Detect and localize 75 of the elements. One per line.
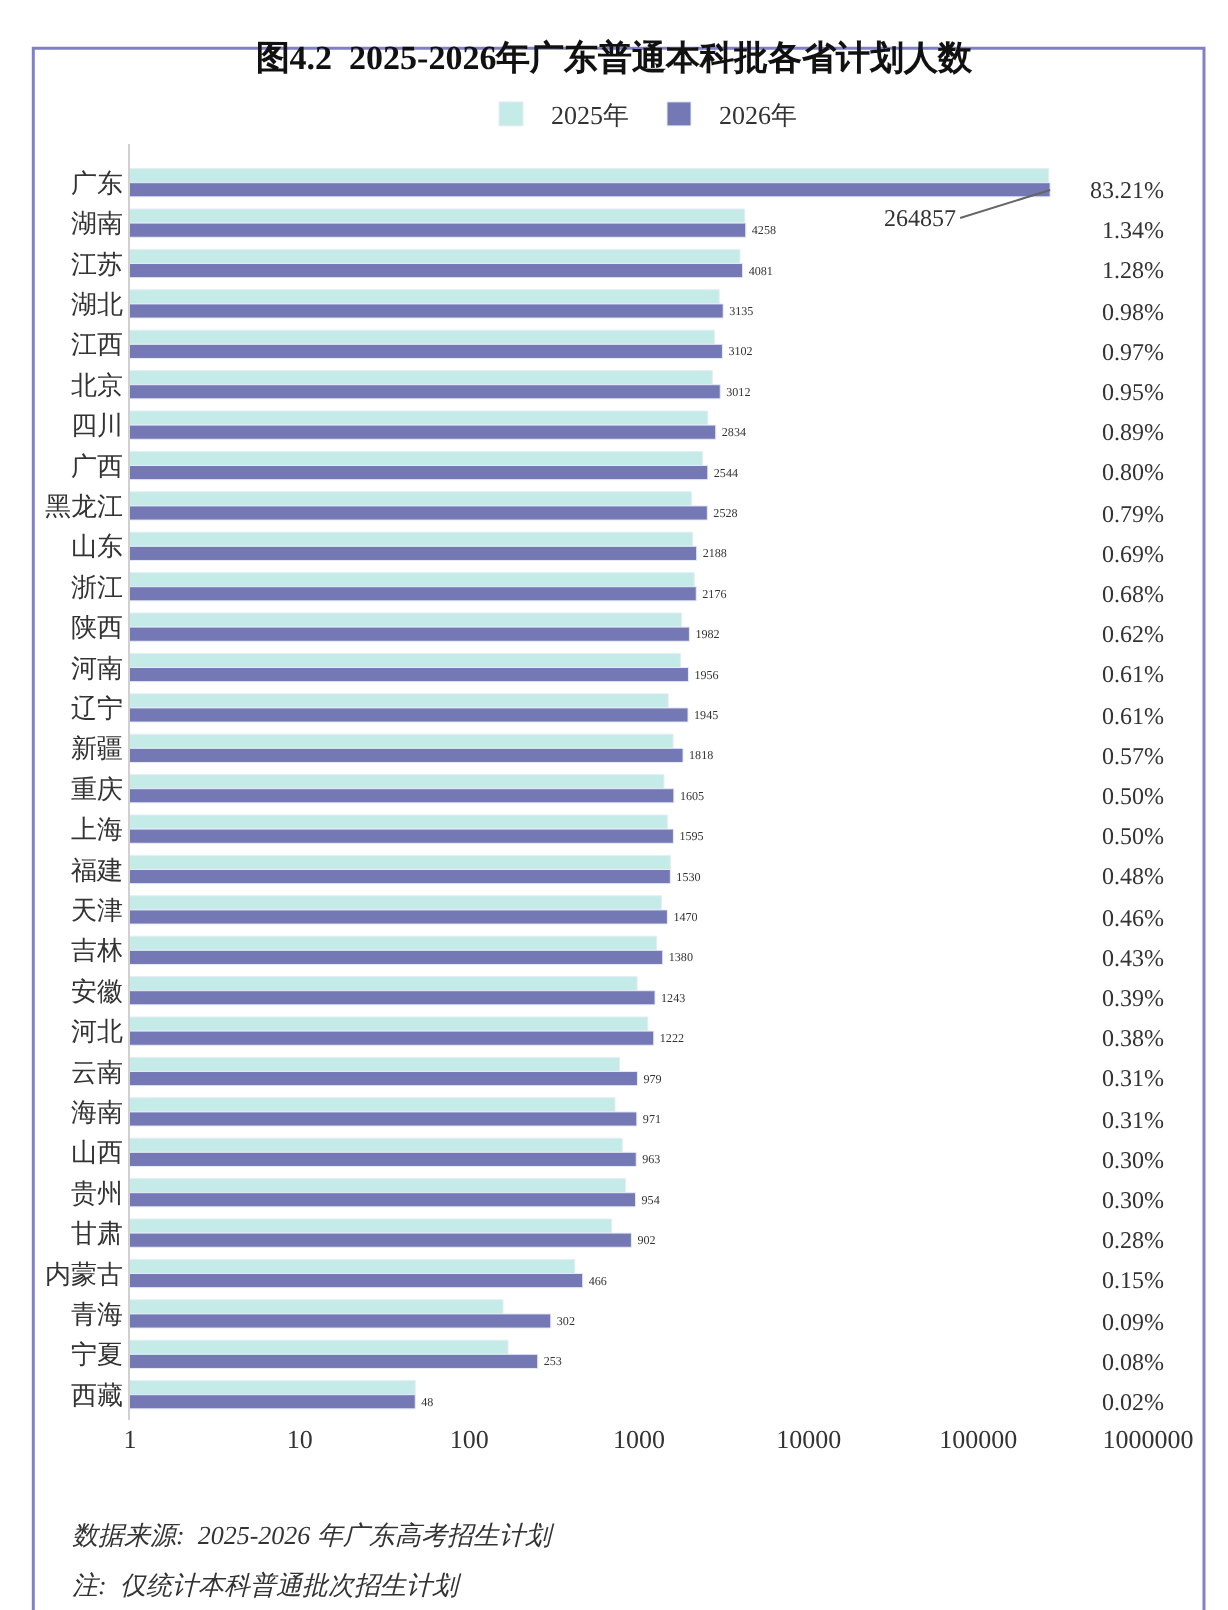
x-tick-label: 1000 (613, 1424, 665, 1454)
y-tick-label: 宁夏 (70, 1339, 123, 1370)
y-tick-label: 湖南 (70, 208, 123, 239)
y-tick-label: 广东 (70, 167, 123, 198)
annotation: 0.50% (1102, 782, 1164, 810)
text: 注: 仅统计本科普通批次招生计划 (72, 1570, 462, 1600)
y-tick-label: 上海 (70, 814, 123, 845)
annotation: 0.50% (1102, 822, 1164, 850)
y-tick-label: 山西 (70, 1137, 123, 1168)
annotation: 0.09% (1102, 1308, 1164, 1336)
source-note: 数据来源: 2025-2026 年广东高考招生计划 (72, 1520, 555, 1550)
annotation: 0.61% (1102, 660, 1164, 688)
annotation: 1.28% (1102, 256, 1164, 284)
annotation: 0.02% (1102, 1388, 1164, 1416)
annotation: 0.31% (1102, 1106, 1164, 1134)
annotation: 0.89% (1102, 418, 1164, 446)
legend-label: 2026年 (719, 100, 797, 131)
annotation: 0.39% (1102, 984, 1164, 1012)
annotation: 0.43% (1102, 944, 1164, 972)
annotation: 0.57% (1102, 742, 1164, 770)
annotation: 0.97% (1102, 338, 1164, 366)
x-tick-label: 10 (286, 1424, 313, 1454)
annotation: 0.15% (1102, 1266, 1164, 1294)
y-tick-label: 辽宁 (70, 693, 123, 724)
annotation: 0.80% (1102, 458, 1164, 486)
y-tick-label: 福建 (70, 854, 123, 885)
y-tick-label: 山东 (70, 531, 123, 562)
annotation: 0.98% (1102, 298, 1164, 326)
annotation: 0.30% (1102, 1186, 1164, 1214)
y-tick-label: 青海 (70, 1299, 123, 1330)
y-tick-label: 重庆 (70, 773, 123, 804)
y-tick-label: 江苏 (70, 248, 123, 279)
y-tick-label: 四川 (70, 410, 123, 441)
y-tick-label: 天津 (70, 895, 123, 926)
y-tick-label: 甘肃 (70, 1218, 123, 1249)
data-label: 264857 (884, 204, 956, 232)
y-tick-label: 河北 (70, 1016, 123, 1047)
annotation: 0.62% (1102, 620, 1164, 648)
annotation: 0.31% (1102, 1064, 1164, 1092)
y-tick-label: 北京 (70, 369, 123, 400)
y-tick-label: 浙江 (70, 571, 123, 602)
chart-title: 图4.2 2025-2026年广东普通本科批各省计划人数 (255, 36, 975, 77)
y-tick-label: 海南 (70, 1097, 123, 1128)
y-tick-label: 广西 (70, 450, 123, 481)
legend-label: 2025年 (551, 100, 629, 131)
y-tick-label: 安徽 (70, 975, 123, 1006)
annotation: 0.68% (1102, 580, 1164, 608)
annotation: 0.79% (1102, 500, 1164, 528)
annotation: 0.30% (1102, 1146, 1164, 1174)
y-tick-label: 贵州 (70, 1177, 123, 1208)
annotation: 0.61% (1102, 702, 1164, 730)
y-tick-label: 新疆 (70, 733, 123, 764)
y-tick-label: 陕西 (70, 612, 123, 643)
annotation: 0.48% (1102, 862, 1164, 890)
annotation: 0.38% (1102, 1024, 1164, 1052)
annotation: 0.69% (1102, 540, 1164, 568)
y-tick-label: 吉林 (70, 935, 123, 966)
y-tick-label: 河南 (70, 652, 123, 683)
x-tick-label: 1 (123, 1424, 137, 1454)
y-tick-label: 江西 (70, 329, 123, 360)
y-tick-label: 西藏 (70, 1379, 123, 1410)
annotation: 0.08% (1102, 1348, 1164, 1376)
x-tick-label: 10000 (776, 1424, 842, 1454)
y-tick-label: 内蒙古 (44, 1258, 123, 1289)
annotation: 1.34% (1102, 216, 1164, 244)
x-tick-label: 100 (449, 1424, 489, 1454)
x-tick-label: 1000000 (1102, 1424, 1194, 1454)
y-tick-label: 云南 (70, 1056, 123, 1087)
annotation: 0.28% (1102, 1226, 1164, 1254)
y-tick-label: 黑龙江 (44, 491, 123, 522)
annotation: 0.46% (1102, 904, 1164, 932)
y-tick-label: 湖北 (70, 289, 123, 320)
annotation: 83.21% (1090, 176, 1164, 204)
annotation: 0.95% (1102, 378, 1164, 406)
x-tick-label: 100000 (939, 1424, 1018, 1454)
